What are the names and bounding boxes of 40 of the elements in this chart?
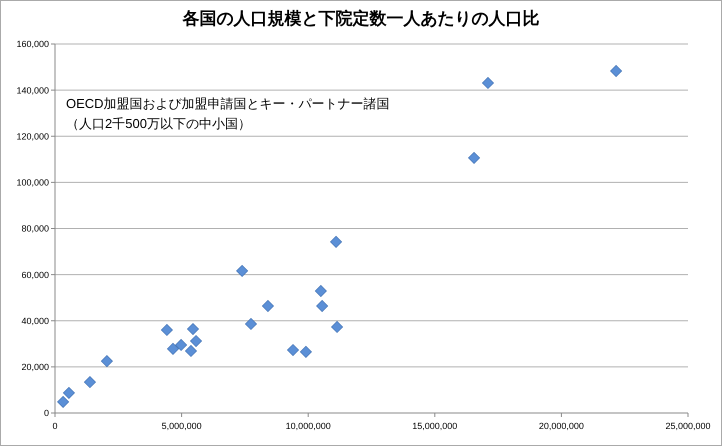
point (160, 324, 173, 336)
y-tick-label: 140,000 (16, 85, 49, 96)
x-tick-label: 10,000,000 (286, 421, 331, 431)
y-tick-label: 0 (44, 408, 49, 418)
point (187, 323, 199, 336)
point (236, 264, 248, 277)
point (84, 376, 96, 388)
x-tick-label: 0 (52, 421, 58, 431)
point (167, 342, 179, 355)
y-tick-label: 20,000 (21, 362, 49, 372)
y-tick-label: 80,000 (21, 224, 49, 234)
y-tick-label: 40,000 (21, 316, 49, 326)
y-tick-label: 120,000 (16, 131, 49, 142)
chart-title: 各国の人口規模と下院定数一人あたりの人口比 (182, 9, 540, 28)
point (330, 236, 342, 248)
point (262, 300, 274, 312)
annotation: OECD加盟国および加盟申請国とキー・パートナー諸国 (66, 96, 390, 111)
x-tick-label: 25,000,000 (665, 421, 711, 431)
point (100, 355, 113, 368)
annotation: （人口2千500万以下の中小国） (66, 116, 251, 131)
x-tick-label: 20,000,000 (538, 421, 584, 431)
point (175, 339, 188, 351)
point (316, 300, 328, 312)
y-tick-label: 160,000 (16, 39, 49, 50)
point (482, 77, 494, 89)
point (300, 346, 312, 358)
point (185, 345, 197, 357)
point (62, 386, 75, 399)
point (610, 65, 622, 77)
point (190, 335, 202, 347)
point (245, 318, 257, 330)
y-tick-label: 100,000 (16, 178, 49, 188)
point (331, 321, 344, 333)
x-tick-label: 15,000,000 (412, 421, 458, 431)
point (468, 152, 480, 164)
point (57, 396, 70, 408)
point (314, 285, 327, 297)
point (287, 344, 299, 356)
y-tick-label: 60,000 (21, 270, 49, 280)
x-tick-label: 5,000,000 (162, 421, 202, 431)
